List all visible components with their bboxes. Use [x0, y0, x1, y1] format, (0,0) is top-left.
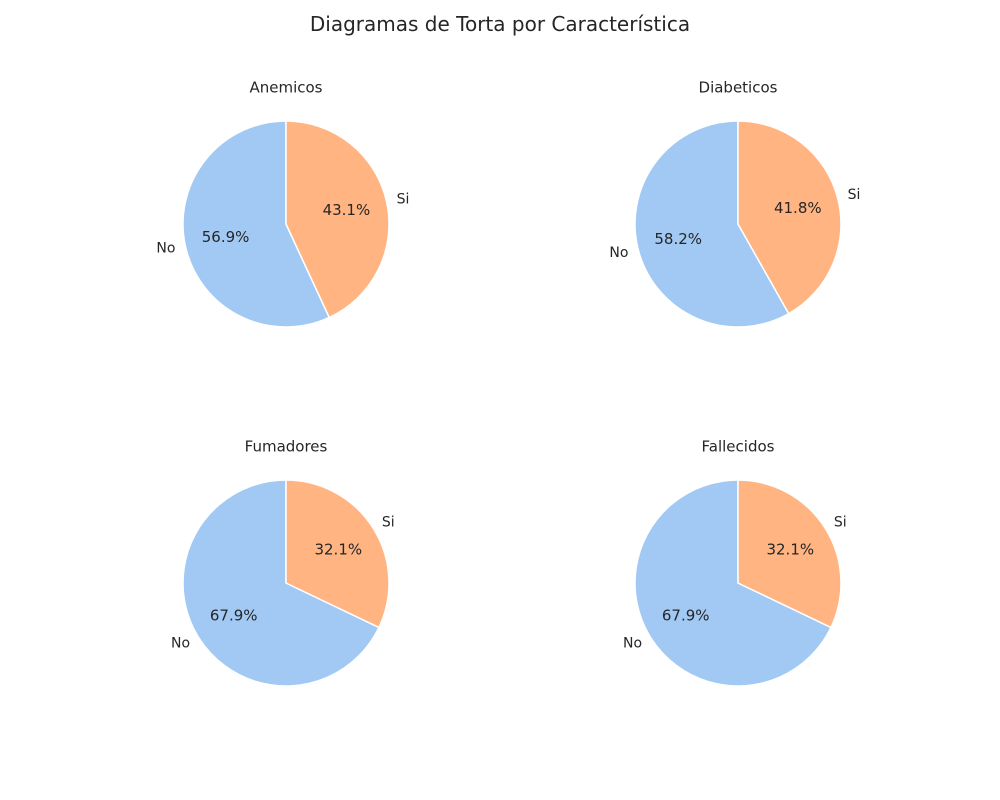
pct-label-fallecidos-si: 32.1% — [766, 541, 814, 559]
slice-label-fallecidos-no: No — [623, 635, 642, 651]
slice-label-fumadores-si: Si — [382, 515, 395, 531]
pie-title-fumadores: Fumadores — [245, 438, 328, 456]
pie-slice-fumadores-si — [285, 479, 390, 629]
pct-label-diabeticos-no: 58.2% — [654, 230, 702, 248]
pie-title-fallecidos: Fallecidos — [702, 438, 775, 456]
pie-slice-fumadores-no — [182, 479, 380, 687]
pie-slice-anemicos-no — [182, 120, 331, 328]
pie-slice-fallecidos-no — [634, 479, 832, 687]
pie-chart-diabeticos: Diabeticos No 58.2% Si 41.8% — [609, 79, 860, 328]
pct-label-fallecidos-no: 67.9% — [662, 607, 710, 625]
figure-title: Diagramas de Torta por Característica — [309, 12, 691, 36]
pct-label-fumadores-no: 67.9% — [210, 607, 258, 625]
pct-label-diabeticos-si: 41.8% — [774, 199, 822, 217]
slice-label-fumadores-no: No — [171, 635, 190, 651]
slice-label-anemicos-no: No — [156, 240, 175, 256]
pie-chart-anemicos: Anemicos No 56.9% Si 43.1% — [156, 79, 409, 328]
slice-label-diabeticos-no: No — [609, 245, 628, 261]
pie-slice-diabeticos-no — [634, 120, 790, 328]
pie-slice-anemicos-si — [285, 120, 390, 319]
pie-title-diabeticos: Diabeticos — [699, 79, 778, 97]
pct-label-anemicos-si: 43.1% — [323, 201, 371, 219]
slice-label-diabeticos-si: Si — [848, 187, 861, 203]
pie-title-anemicos: Anemicos — [249, 79, 322, 97]
pct-label-anemicos-no: 56.9% — [202, 228, 250, 246]
pct-label-fumadores-si: 32.1% — [314, 541, 362, 559]
pie-chart-fumadores: Fumadores No 67.9% Si 32.1% — [171, 438, 395, 687]
pie-slice-fallecidos-si — [737, 479, 842, 629]
slice-label-fallecidos-si: Si — [834, 515, 847, 531]
pie-slice-diabeticos-si — [737, 120, 842, 315]
slice-label-anemicos-si: Si — [397, 192, 410, 208]
pie-chart-fallecidos: Fallecidos No 67.9% Si 32.1% — [623, 438, 847, 687]
